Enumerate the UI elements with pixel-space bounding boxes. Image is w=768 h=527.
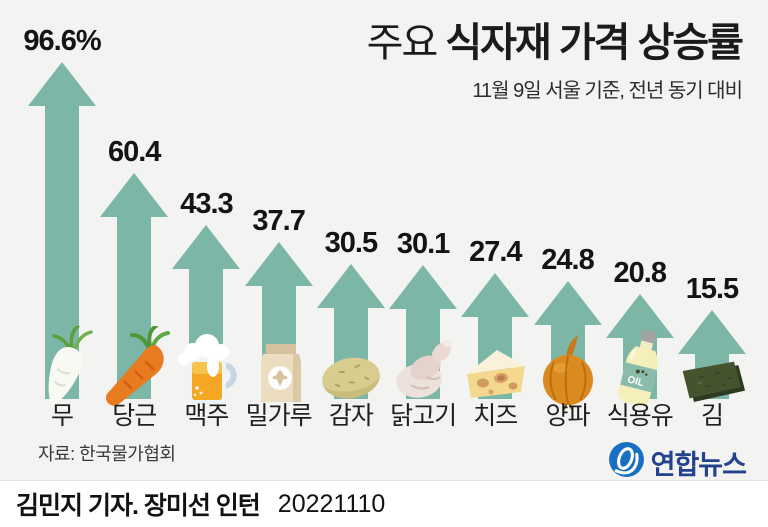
chart-column-4: 37.7 밀가루 xyxy=(243,0,315,432)
category-label: 김 xyxy=(700,402,724,430)
category-label: 식용유 xyxy=(606,402,674,430)
value-label: 24.8 xyxy=(541,244,594,276)
value-label: 43.3 xyxy=(180,188,233,220)
chart-column-7: 27.4 치즈 xyxy=(459,0,531,432)
subtitle: 11월 9일 서울 기준, 전년 동기 대비 xyxy=(472,80,743,103)
chicken-icon xyxy=(383,326,463,410)
yonhap-logo-text: 연합뉴스 xyxy=(650,449,747,480)
value-label: 20.8 xyxy=(613,257,667,289)
value-label: 15.5 xyxy=(685,273,739,305)
chart-column-9: 20.8 OIL 식용유 xyxy=(604,0,676,432)
chart-column-10: 15.5 김 xyxy=(676,0,748,432)
potato-icon xyxy=(311,326,391,410)
category-label: 무 xyxy=(50,402,74,430)
byline: 김민지 기자. 장미선 인턴 xyxy=(16,492,261,520)
title-prefix: 주요 xyxy=(366,21,446,65)
cooking-oil-icon: OIL xyxy=(600,326,680,410)
yonhap-logo-icon xyxy=(608,441,645,483)
value-label: 30.5 xyxy=(324,227,378,259)
value-label: 96.6% xyxy=(23,25,101,57)
chart-column-3: 43.3 맥주 xyxy=(170,0,242,432)
category-label: 양파 xyxy=(545,402,591,430)
category-label: 닭고기 xyxy=(390,402,457,430)
seaweed-icon xyxy=(672,326,752,410)
up-arrow xyxy=(28,62,96,399)
value-label: 27.4 xyxy=(469,236,522,268)
beer-icon xyxy=(166,326,246,410)
footer: 김민지 기자. 장미선 인턴 20221110 xyxy=(0,480,768,527)
radish-icon xyxy=(22,326,102,410)
cheese-icon xyxy=(455,326,535,410)
svg-text:OIL: OIL xyxy=(626,374,645,389)
category-label: 맥주 xyxy=(184,402,229,430)
page-title: 주요 식자재 가격 상승률 xyxy=(366,21,744,65)
carrot-icon xyxy=(94,326,174,410)
category-label: 밀가루 xyxy=(245,402,313,430)
category-label: 당근 xyxy=(112,402,157,430)
flour-icon xyxy=(239,326,319,410)
chart-column-5: 30.5 감자 xyxy=(315,0,387,432)
publish-date: 20221110 xyxy=(277,489,386,518)
value-label: 37.7 xyxy=(252,205,305,237)
chart-column-8: 24.8 양파 xyxy=(532,0,604,432)
chart-column-1: 96.6% 무 xyxy=(23,0,101,432)
value-label: 30.1 xyxy=(396,228,450,260)
category-label: 감자 xyxy=(328,402,374,430)
title-main: 식자재 가격 상승률 xyxy=(445,21,744,65)
header: 주요 식자재 가격 상승률 11월 9일 서울 기준, 전년 동기 대비 xyxy=(366,21,744,103)
chart-column-6: 30.1 닭고기 xyxy=(387,0,459,432)
arrow-bar-chart: 96.6% 무 60.4 당근 43.3 맥주 37.7 밀가루 30.5 감자 30.1 닭고기 27… xyxy=(23,0,748,432)
category-label: 치즈 xyxy=(473,402,518,430)
value-label: 60.4 xyxy=(107,136,161,168)
yonhap-logo: 연합뉴스 xyxy=(608,441,747,483)
chart-column-2: 60.4 당근 xyxy=(98,0,171,432)
onion-icon xyxy=(528,326,608,410)
source-label: 자료: 한국물가협회 xyxy=(38,444,176,464)
